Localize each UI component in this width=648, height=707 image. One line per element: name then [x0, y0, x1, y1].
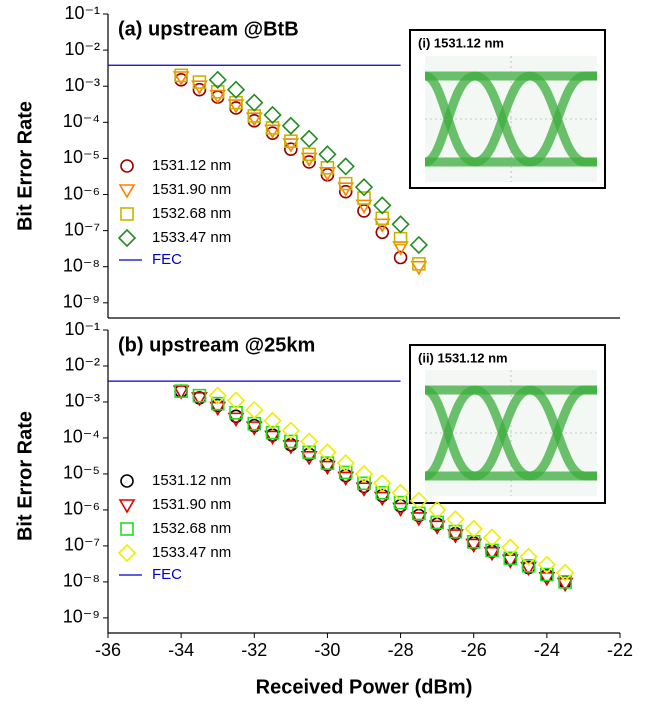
y-tick-label: 10⁻²: [64, 39, 100, 59]
legend-label: 1531.90 nm: [152, 181, 231, 198]
legend-marker: [119, 230, 135, 246]
x-tick-label: -24: [534, 640, 560, 660]
x-tick-label: -22: [607, 640, 633, 660]
legend-label: 1533.47 nm: [152, 229, 231, 246]
inset-title: (i) 1531.12 nm: [418, 35, 504, 50]
panel: (i) 1531.12 nm (a) upstream @BtB Bit Err…: [14, 3, 620, 318]
legend-marker: [121, 523, 133, 535]
marker: [374, 197, 390, 213]
marker: [504, 552, 516, 564]
eye-diagram: [425, 56, 597, 182]
legend-marker: [121, 208, 133, 220]
legend-marker: [121, 160, 133, 172]
legend-label: FEC: [152, 566, 182, 583]
y-tick-label: 10⁻⁶: [63, 499, 100, 519]
y-tick-label: 10⁻⁴: [63, 427, 100, 447]
y-tick-label: 10⁻³: [64, 391, 100, 411]
marker: [230, 410, 242, 422]
legend-label: 1531.90 nm: [152, 496, 231, 513]
y-tick-label: 10⁻⁷: [64, 219, 100, 239]
y-tick-label: 10⁻¹: [64, 319, 100, 339]
legend-label: 1533.47 nm: [152, 544, 231, 561]
x-tick-label: -28: [388, 640, 414, 660]
marker: [412, 262, 426, 274]
legend-marker: [121, 475, 133, 487]
marker: [358, 192, 370, 204]
marker: [429, 502, 445, 518]
y-axis-label: Bit Error Rate: [14, 101, 36, 231]
marker: [228, 82, 244, 98]
x-tick-label: -30: [314, 640, 340, 660]
y-tick-label: 10⁻⁶: [63, 183, 100, 203]
page: {"chart_data": [ {"type": "scatter", "ti…: [0, 0, 648, 702]
legend-label: 1532.68 nm: [152, 205, 231, 222]
marker: [393, 216, 409, 232]
y-tick-label: 10⁻⁷: [64, 535, 100, 555]
marker: [466, 521, 482, 537]
legend-label: FEC: [152, 251, 182, 268]
inset-title: (ii) 1531.12 nm: [418, 350, 508, 365]
legend-label: 1532.68 nm: [152, 520, 231, 537]
y-tick-label: 10⁻⁵: [63, 147, 100, 167]
legend-label: 1531.12 nm: [152, 157, 231, 174]
eye-diagram: [425, 370, 597, 496]
x-tick-label: -34: [168, 640, 194, 660]
marker: [411, 237, 427, 253]
marker: [246, 95, 262, 111]
y-tick-label: 10⁻⁸: [63, 255, 100, 275]
panel-title: (b) upstream @25km: [118, 334, 315, 356]
y-tick-label: 10⁻³: [64, 75, 100, 95]
marker: [484, 530, 500, 546]
marker: [265, 107, 281, 123]
x-tick-label: -26: [461, 640, 487, 660]
legend-marker: [120, 500, 134, 512]
panel-title: (a) upstream @BtB: [118, 18, 299, 40]
chart: (i) 1531.12 nm (a) upstream @BtB Bit Err…: [0, 0, 648, 702]
y-axis-label: Bit Error Rate: [14, 411, 36, 541]
y-tick-label: 10⁻²: [64, 355, 100, 375]
legend-marker: [120, 185, 134, 197]
marker: [301, 131, 317, 147]
legend-marker: [119, 545, 135, 561]
legend-label: 1531.12 nm: [152, 472, 231, 489]
panel: (ii) 1531.12 nm (b) upstream @25km Bit E…: [14, 319, 633, 699]
x-tick-label: -36: [95, 640, 121, 660]
y-tick-label: 10⁻⁴: [63, 111, 100, 131]
y-tick-label: 10⁻⁵: [63, 463, 100, 483]
y-tick-label: 10⁻¹: [64, 3, 100, 23]
y-tick-label: 10⁻⁹: [63, 292, 100, 312]
marker: [246, 402, 262, 418]
y-tick-label: 10⁻⁸: [63, 571, 100, 591]
y-tick-label: 10⁻⁹: [63, 607, 100, 627]
x-axis-label: Received Power (dBm): [256, 676, 473, 698]
marker: [283, 118, 299, 134]
marker: [319, 146, 335, 162]
marker: [338, 158, 354, 174]
x-tick-label: -32: [241, 640, 267, 660]
